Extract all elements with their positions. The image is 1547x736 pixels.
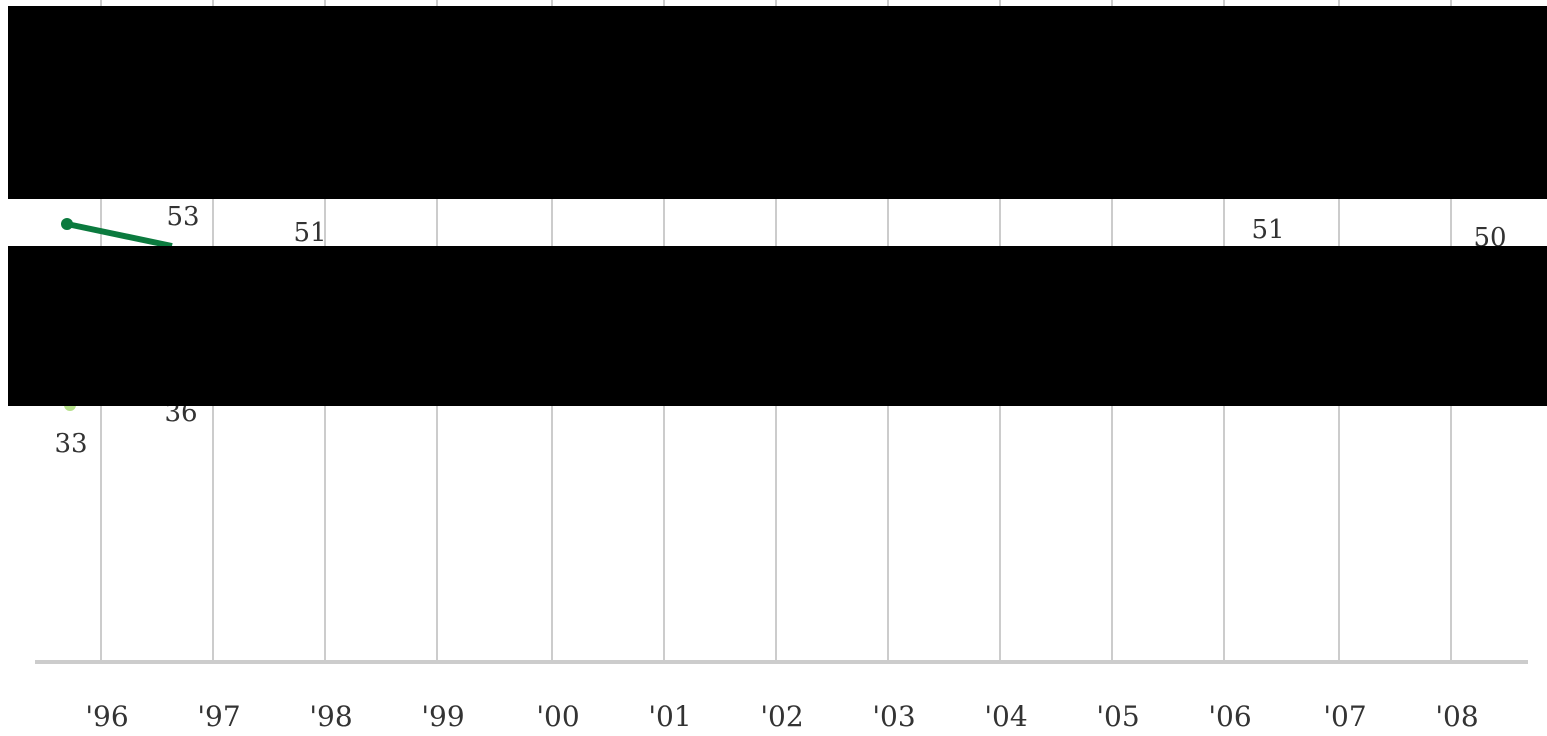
- x-tick-label: '02: [760, 700, 803, 733]
- x-tick-label: '06: [1208, 700, 1251, 733]
- dark-series-point: [61, 218, 73, 230]
- x-tick-label: '98: [309, 700, 352, 733]
- x-tick-label: '04: [984, 700, 1027, 733]
- x-tick-label: '08: [1435, 700, 1478, 733]
- x-tick-label: '07: [1323, 700, 1366, 733]
- dark-series-line: [66, 221, 173, 249]
- x-tick-label: '03: [872, 700, 915, 733]
- x-tick-label: '01: [648, 700, 691, 733]
- dark-series-data-label: 51: [1251, 215, 1284, 245]
- x-tick-label: '97: [197, 700, 240, 733]
- redaction-block-top: [8, 6, 1547, 199]
- light-series-data-label: 33: [54, 429, 87, 459]
- dark-series-data-label: 53: [166, 202, 199, 232]
- x-tick-label: '99: [421, 700, 464, 733]
- x-tick-label: '00: [536, 700, 579, 733]
- x-tick-label: '05: [1096, 700, 1139, 733]
- x-tick-labels: '96 '97 '98 '99 '00 '01 '02 '03 '04 '05 '06 '07 '08: [85, 700, 1478, 733]
- redaction-block-middle: [8, 246, 1547, 406]
- dark-series-data-label: 51: [293, 218, 326, 248]
- x-tick-label: '96: [85, 700, 128, 733]
